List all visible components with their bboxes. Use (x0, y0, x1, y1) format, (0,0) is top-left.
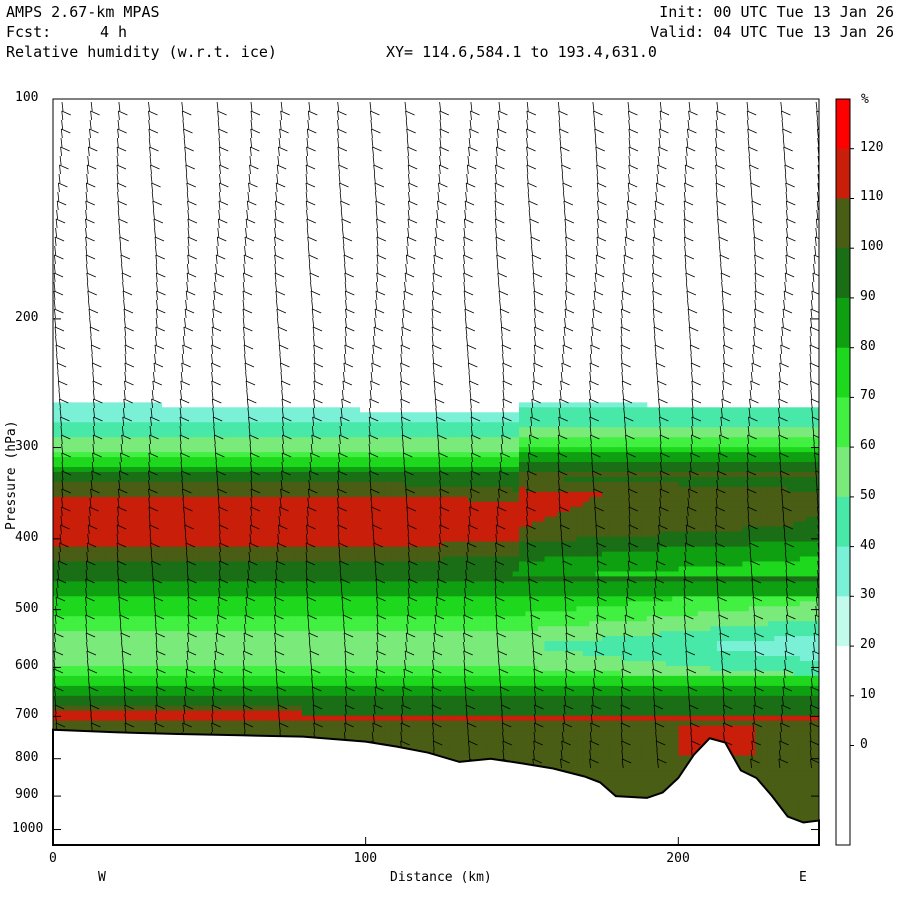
colorbar-label: 40 (860, 537, 876, 553)
colorbar-bin (836, 148, 850, 199)
colorbar-bin (836, 546, 850, 597)
y-tick-label: 900 (15, 787, 39, 803)
colorbar-label: 80 (860, 338, 876, 354)
x-tick-label: 0 (49, 851, 57, 866)
model-title: AMPS 2.67-km MPAS (6, 3, 160, 21)
east-label: E (799, 870, 807, 885)
x-axis-label: Distance (km) (390, 870, 492, 885)
colorbar-label: 70 (860, 388, 876, 404)
colorbar-label: 50 (860, 487, 876, 503)
xy-range: XY= 114.6,584.1 to 193.4,631.0 (386, 43, 657, 61)
field-title: Relative humidity (w.r.t. ice) (6, 43, 277, 61)
colorbar-bin (836, 646, 850, 697)
init-time: Init: 00 UTC Tue 13 Jan 26 (659, 3, 894, 21)
colorbar-label: 0 (860, 736, 868, 752)
y-tick-label: 800 (15, 749, 39, 765)
west-label: W (98, 870, 106, 885)
colorbar-bin (836, 745, 850, 796)
colorbar-bin (836, 496, 850, 548)
fcst-value: 4 h (100, 23, 128, 41)
colorbar-label: 100 (860, 239, 884, 255)
colorbar-bin (836, 397, 850, 448)
y-tick-label: 700 (15, 707, 39, 723)
y-axis-label: Pressure (hPa) (4, 420, 19, 530)
valid-time: Valid: 04 UTC Tue 13 Jan 26 (650, 23, 894, 41)
colorbar-bin (836, 447, 850, 498)
y-tick-label: 1000 (12, 820, 44, 836)
colorbar-bin (836, 248, 850, 299)
y-tick-label: 100 (15, 90, 39, 105)
x-tick-label: 200 (666, 851, 690, 866)
colorbar-bin (836, 198, 850, 249)
y-tick-label: 200 (15, 309, 39, 325)
colorbar-label: 90 (860, 288, 876, 304)
colorbar-label: 30 (860, 587, 876, 603)
colorbar-label: 60 (860, 438, 876, 454)
colorbar-label: 110 (860, 189, 884, 205)
terrain-mask (52, 728, 820, 846)
colorbar-bin (836, 99, 850, 150)
colorbar-label: 10 (860, 686, 876, 702)
x-tick-label: 100 (353, 851, 378, 866)
colorbar-label: 20 (860, 637, 876, 653)
colorbar-unit: % (861, 92, 869, 107)
colorbar-bin (836, 596, 850, 647)
y-tick-label: 500 (15, 600, 39, 616)
colorbar-bin (836, 695, 850, 746)
colorbar-label: 120 (860, 139, 884, 155)
plot-frame (52, 98, 820, 846)
colorbar (835, 98, 854, 846)
y-tick-label: 300 (15, 438, 39, 454)
y-tick-label: 600 (15, 658, 39, 674)
colorbar-bin (836, 795, 850, 846)
colorbar-bin (836, 297, 850, 349)
colorbar-bin (836, 347, 850, 398)
fcst-label: Fcst: (6, 23, 52, 41)
y-tick-label: 400 (15, 529, 39, 545)
